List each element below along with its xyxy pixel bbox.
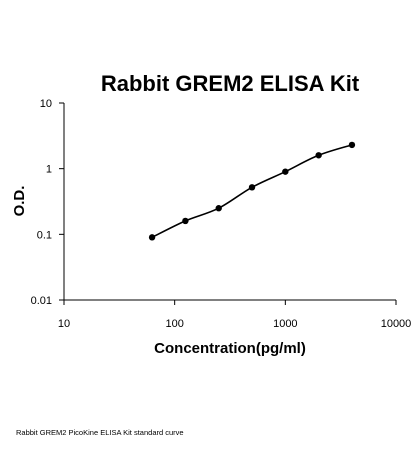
- chart-title: Rabbit GREM2 ELISA Kit: [101, 71, 360, 96]
- x-tick-label: 100: [165, 318, 183, 330]
- data-point: [215, 205, 222, 212]
- figure-caption: Rabbit GREM2 PicoKine ELISA Kit standard…: [16, 428, 184, 437]
- x-tick-label: 1000: [273, 318, 297, 330]
- data-point: [182, 217, 189, 225]
- data-point: [282, 168, 289, 175]
- y-tick-label: 0.01: [31, 295, 52, 307]
- x-tick-label: 10: [58, 318, 70, 330]
- y-tick-label: 0.1: [37, 229, 52, 241]
- data-point: [315, 152, 322, 159]
- plot-area: 10 1 0.1 0.01 10 100 1000 10000: [31, 98, 412, 330]
- axis-ticks: 10 1 0.1 0.01 10 100 1000 10000: [31, 98, 412, 330]
- x-tick-label: 10000: [381, 318, 412, 330]
- y-tick-label: 10: [40, 98, 52, 110]
- fit-curve: [151, 144, 353, 239]
- data-points: [148, 141, 356, 241]
- x-axis-title: Concentration(pg/ml): [154, 340, 306, 357]
- data-point: [148, 234, 156, 241]
- y-tick-label: 1: [46, 164, 52, 176]
- data-point: [248, 184, 256, 191]
- data-point: [348, 141, 356, 149]
- y-axis-title: O.D.: [11, 186, 28, 217]
